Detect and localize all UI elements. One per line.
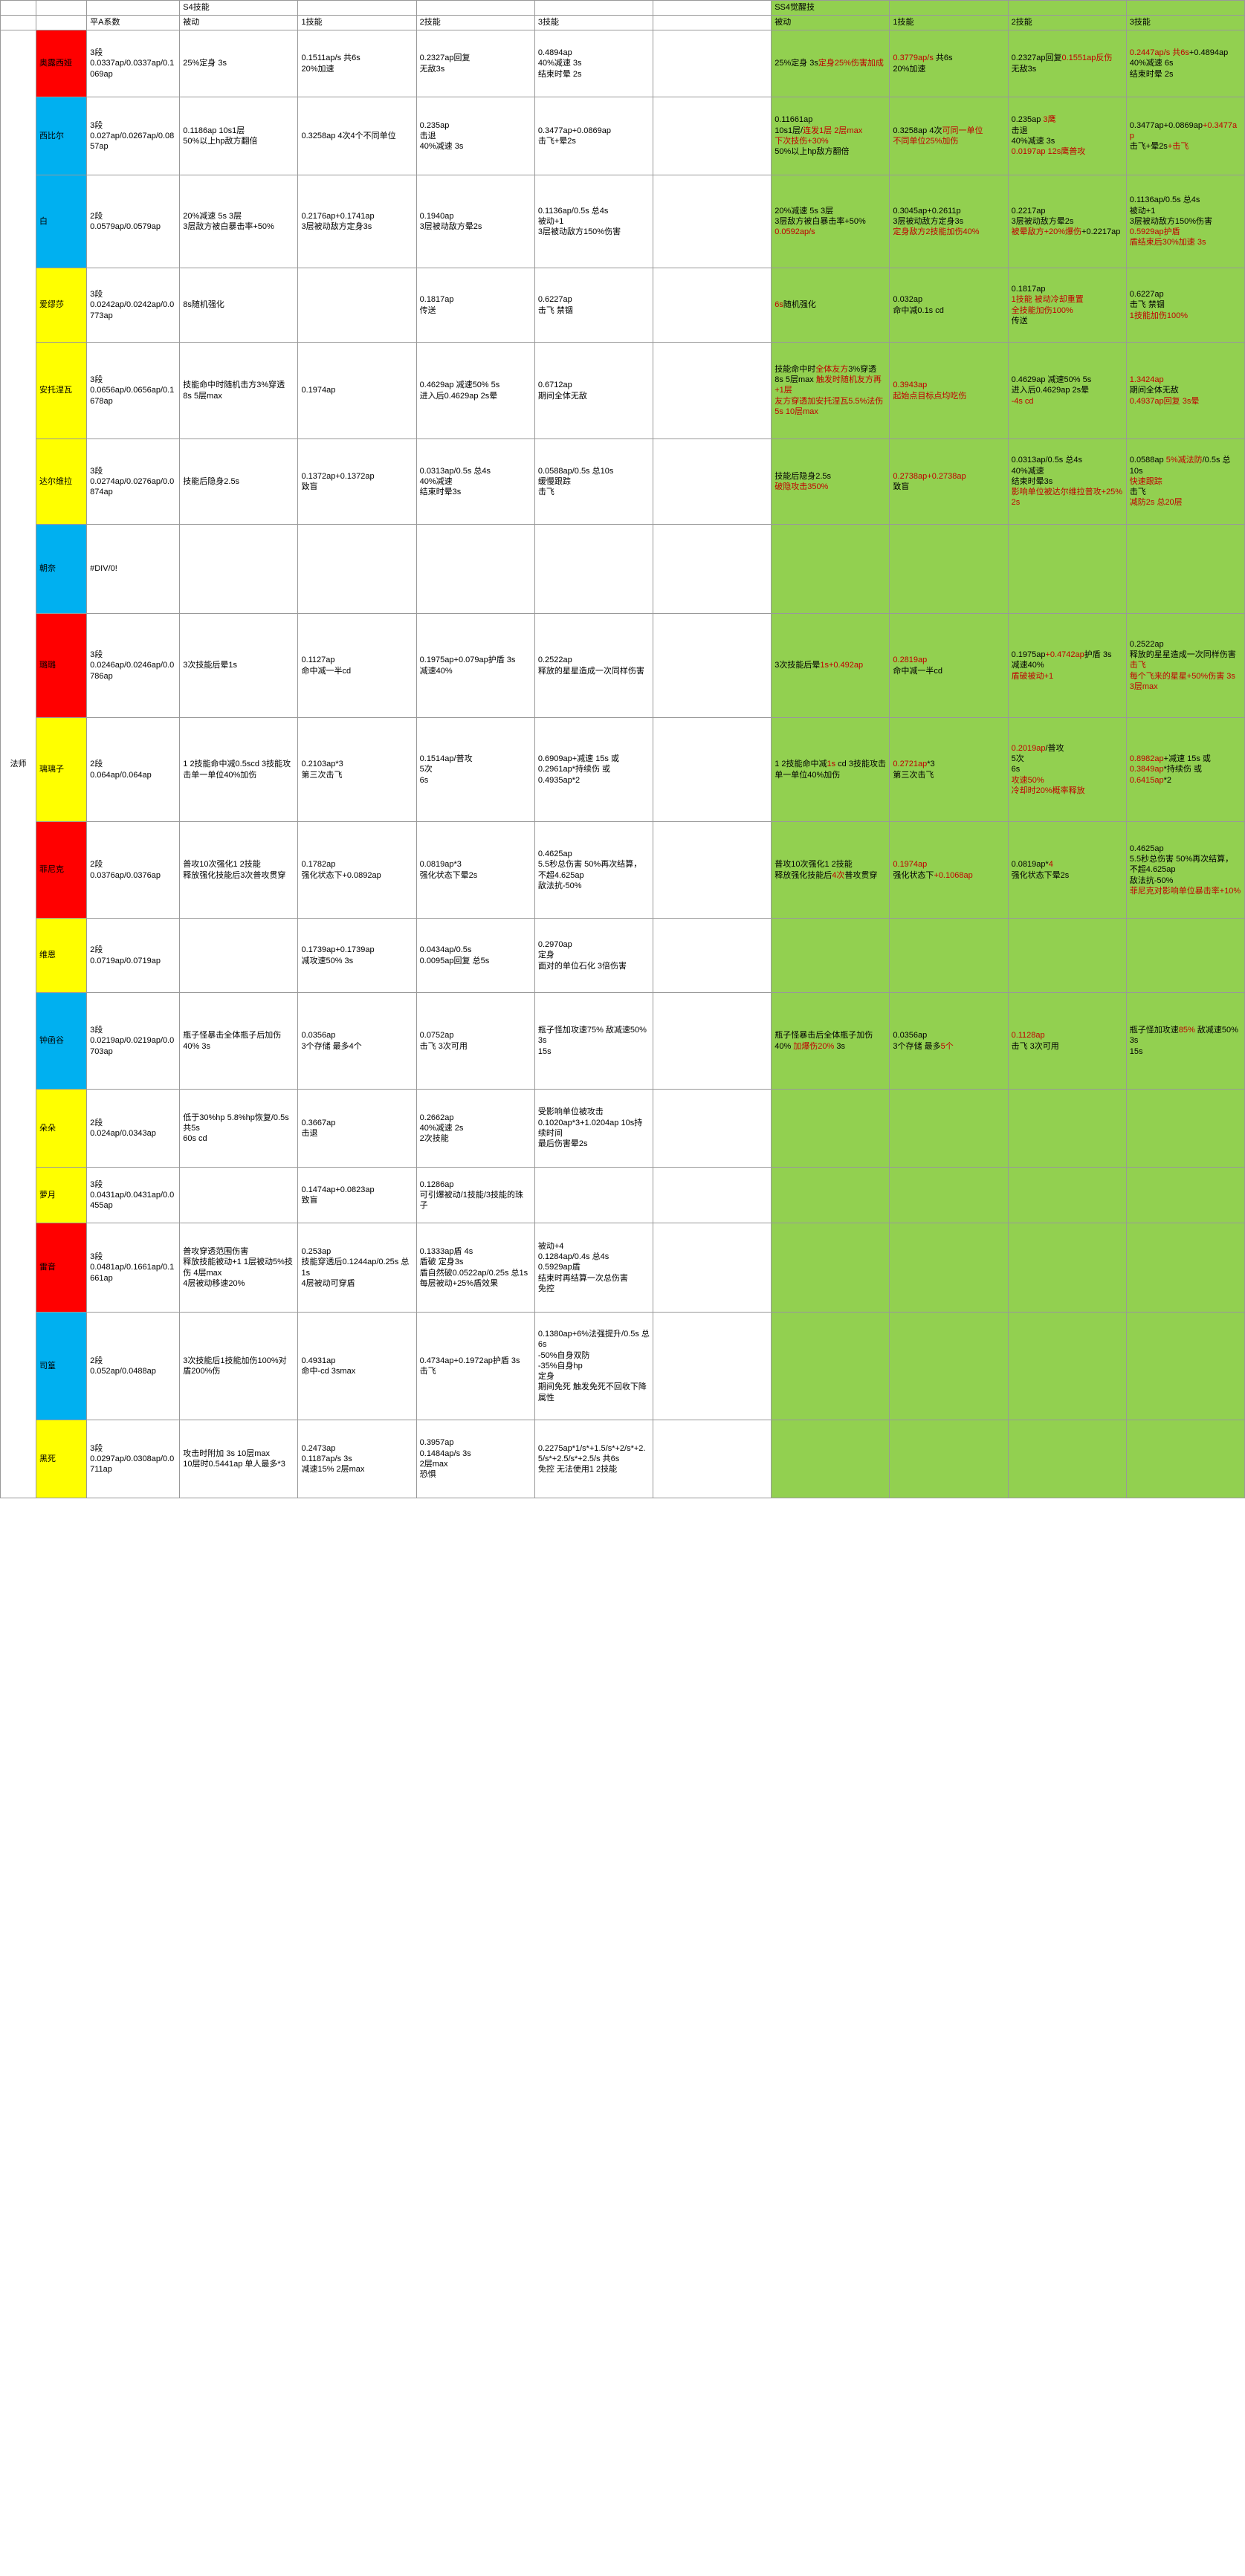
character-row: 朵朵2段 0.024ap/0.0343ap低于30%hp 5.8%hp恢复/0.… [1,1090,1245,1168]
skills-table: S4技能SS4觉醒技平A系数被动1技能2技能3技能被动1技能2技能3技能法师奥露… [0,0,1245,1498]
character-row: 达尔维拉3段 0.0274ap/0.0276ap/0.0874ap技能后隐身2.… [1,439,1245,525]
character-name: 奥露西娅 [36,30,87,97]
character-row: 朝奈#DIV/0! [1,525,1245,614]
character-row: 白2段 0.0579ap/0.0579ap20%减速 5s 3层 3层敌方被白暴… [1,175,1245,268]
character-name: 璐璐 [36,614,87,718]
class-label: 法师 [1,30,36,1498]
character-row: 雷音3段 0.0481ap/0.1661ap/0.1661ap普攻穿透范围伤害 … [1,1223,1245,1313]
character-name: 司篁 [36,1313,87,1420]
character-name: 维恩 [36,919,87,993]
character-row: 璃璃子2段 0.064ap/0.064ap1 2技能命中减0.5scd 3技能攻… [1,718,1245,822]
character-name: 白 [36,175,87,268]
character-name: 达尔维拉 [36,439,87,525]
character-name: 西比尔 [36,97,87,175]
header-s4: S4技能 [180,1,298,16]
character-row: 璐璐3段 0.0246ap/0.0246ap/0.0786ap3次技能后晕1s0… [1,614,1245,718]
character-name: 安托涅瓦 [36,343,87,439]
character-row: 黑死3段 0.0297ap/0.0308ap/0.0711ap攻击时附加 3s … [1,1420,1245,1498]
character-row: 法师奥露西娅3段 0.0337ap/0.0337ap/0.1069ap25%定身… [1,30,1245,97]
character-name: 萝月 [36,1168,87,1223]
character-name: 璃璃子 [36,718,87,822]
character-name: 雷音 [36,1223,87,1313]
character-row: 安托涅瓦3段 0.0656ap/0.0656ap/0.1678ap技能命中时随机… [1,343,1245,439]
character-row: 维恩2段 0.0719ap/0.0719ap0.1739ap+0.1739ap … [1,919,1245,993]
character-name: 朝奈 [36,525,87,614]
header-ss4: SS4觉醒技 [772,1,890,16]
character-row: 西比尔3段 0.027ap/0.0267ap/0.0857ap0.1186ap … [1,97,1245,175]
character-row: 菲尼克2段 0.0376ap/0.0376ap普攻10次强化1 2技能 释放强化… [1,822,1245,919]
character-name: 朵朵 [36,1090,87,1168]
character-row: 爱缪莎3段 0.0242ap/0.0242ap/0.0773ap8s随机强化0.… [1,268,1245,343]
character-row: 萝月3段 0.0431ap/0.0431ap/0.0455ap0.1474ap+… [1,1168,1245,1223]
character-row: 钟函谷3段 0.0219ap/0.0219ap/0.0703ap瓶子怪暴击全体瓶… [1,993,1245,1090]
character-name: 钟函谷 [36,993,87,1090]
character-row: 司篁2段 0.052ap/0.0488ap3次技能后1技能加伤100%对盾200… [1,1313,1245,1420]
character-name: 菲尼克 [36,822,87,919]
character-name: 黑死 [36,1420,87,1498]
character-name: 爱缪莎 [36,268,87,343]
